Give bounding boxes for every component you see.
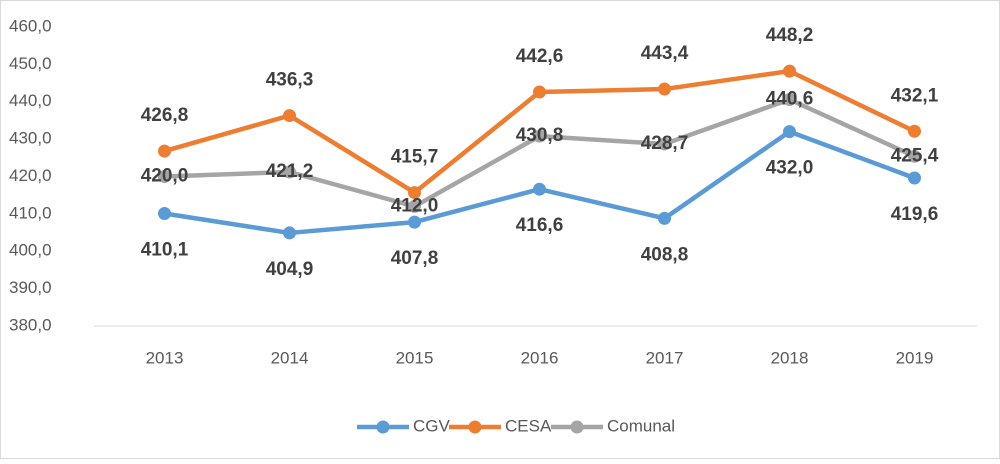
point (283, 226, 296, 240)
value-label: 432,0 (766, 158, 814, 179)
value-label: 408,8 (641, 244, 689, 265)
point (658, 137, 671, 151)
point (283, 165, 296, 179)
x-tick-label: 2017 (646, 348, 684, 367)
point (533, 85, 546, 99)
value-label: 448,2 (766, 25, 814, 46)
legend-label: CGV (413, 416, 451, 435)
legend-label: Comunal (607, 416, 675, 435)
y-tick-label: 440,0 (9, 91, 52, 110)
point (158, 170, 171, 183)
value-label: 421,2 (266, 161, 314, 182)
value-label: 416,6 (516, 215, 564, 236)
point (783, 125, 796, 139)
y-tick-label: 460,0 (9, 16, 52, 35)
value-label: 410,1 (141, 240, 189, 261)
value-label: 432,1 (891, 85, 939, 106)
point (533, 182, 546, 196)
point (158, 144, 171, 158)
value-label: 430,8 (516, 125, 564, 146)
y-tick-label: 380,0 (9, 315, 52, 334)
point (658, 211, 671, 225)
point (533, 129, 546, 143)
point (908, 124, 921, 138)
value-label: 426,8 (141, 105, 189, 126)
value-label: 436,3 (266, 70, 314, 91)
legend-marker (376, 420, 390, 434)
x-tick-label: 2018 (771, 348, 809, 367)
legend-marker (468, 420, 482, 434)
point (783, 64, 796, 78)
x-tick-label: 2019 (896, 348, 934, 367)
value-label: 440,6 (766, 89, 814, 110)
value-label: 419,6 (891, 204, 939, 225)
point (408, 215, 421, 229)
point (408, 199, 421, 213)
legend-marker (570, 420, 584, 434)
value-label: 425,4 (891, 145, 939, 166)
point (658, 82, 671, 96)
y-tick-label: 410,0 (9, 203, 52, 222)
x-tick-label: 2013 (146, 348, 184, 367)
y-tick-label: 390,0 (9, 278, 52, 297)
value-label: 442,6 (516, 46, 564, 67)
point (283, 109, 296, 123)
point (783, 93, 796, 107)
value-label: 420,0 (141, 166, 189, 187)
point (908, 149, 921, 163)
value-label: 412,0 (391, 195, 439, 216)
x-tick-label: 2015 (396, 348, 434, 367)
y-tick-label: 450,0 (9, 54, 52, 73)
x-tick-label: 2016 (521, 348, 559, 367)
legend-label: CESA (505, 416, 552, 435)
value-label: 428,7 (641, 133, 689, 154)
value-label: 404,9 (266, 259, 314, 280)
point (908, 171, 921, 185)
point (158, 207, 171, 221)
y-tick-label: 420,0 (9, 166, 52, 185)
value-label: 407,8 (391, 248, 439, 269)
value-label: 443,4 (641, 43, 689, 64)
value-label: 415,7 (391, 147, 439, 168)
x-tick-label: 2014 (271, 348, 309, 367)
y-tick-label: 400,0 (9, 241, 52, 260)
y-tick-label: 430,0 (9, 129, 52, 148)
point (408, 186, 421, 200)
